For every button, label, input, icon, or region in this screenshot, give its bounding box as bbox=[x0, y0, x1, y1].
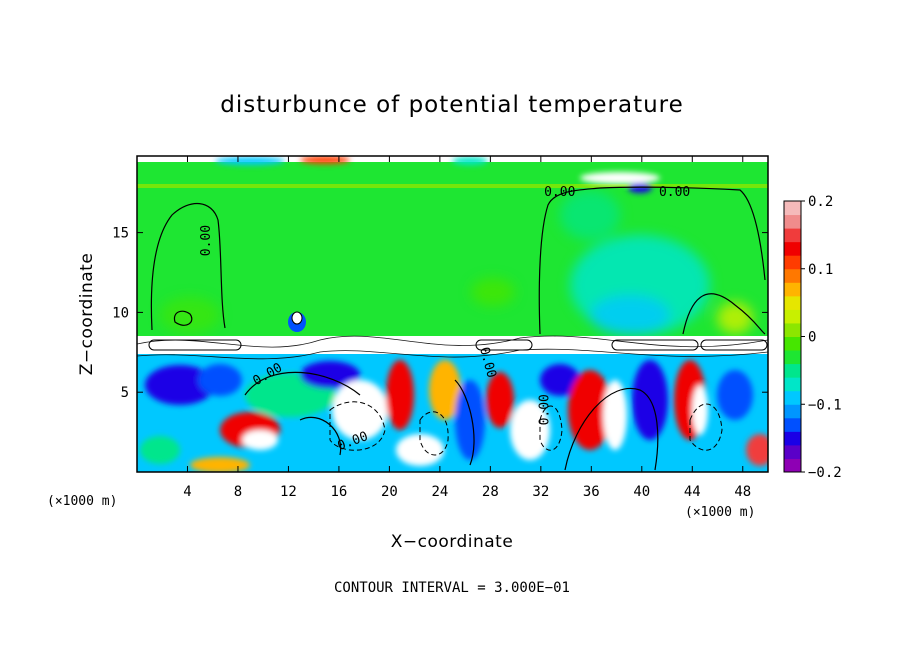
colorbar-swatch bbox=[784, 322, 801, 337]
contour-label: 0.00 bbox=[659, 185, 690, 200]
x-axis-label: X−coordinate bbox=[391, 532, 514, 552]
x-axis-ticks: 4 8 12 16 20 24 28 32 36 40 44 48 bbox=[183, 156, 751, 500]
colorbar: 0.2 0.1 0 −0.1 −0.2 bbox=[783, 194, 842, 481]
colorbar-swatch bbox=[784, 336, 801, 351]
colorbar-swatch bbox=[784, 241, 801, 256]
x-tick-label: 16 bbox=[330, 484, 347, 500]
colorbar-tick-label: −0.2 bbox=[808, 465, 842, 481]
x-tick-label: 12 bbox=[280, 484, 297, 500]
colorbar-swatch bbox=[784, 377, 801, 392]
x-unit-left: (×1000 m) bbox=[47, 494, 117, 509]
colorbar-swatch bbox=[784, 444, 801, 459]
y-tick-label: 5 bbox=[121, 385, 129, 401]
colorbar-swatch bbox=[784, 268, 801, 283]
chart-title: disturbunce of potential temperature bbox=[220, 92, 684, 118]
colorbar-swatch bbox=[784, 228, 801, 243]
contour-labels: 0.000.000.000.000.000.00 0.00 bbox=[199, 185, 690, 454]
colorbar-tick-label: 0.2 bbox=[808, 194, 833, 210]
colorbar-swatch bbox=[784, 214, 801, 229]
x-tick-label: 24 bbox=[431, 484, 448, 500]
plot-frame bbox=[136, 155, 769, 473]
x-tick-label: 20 bbox=[381, 484, 398, 500]
x-tick-label: 48 bbox=[734, 484, 751, 500]
heatmap-field bbox=[137, 156, 768, 472]
contour-label: 0.00 bbox=[199, 225, 214, 256]
x-tick-label: 28 bbox=[482, 484, 499, 500]
x-unit-right: (×1000 m) bbox=[685, 505, 755, 520]
x-tick-label: 36 bbox=[583, 484, 600, 500]
contour-label: 0.00 bbox=[544, 185, 575, 200]
colorbar-swatch bbox=[784, 309, 801, 324]
x-tick-label: 32 bbox=[532, 484, 549, 500]
x-tick-label: 40 bbox=[633, 484, 650, 500]
colorbar-swatch bbox=[784, 417, 801, 432]
colorbar-swatch bbox=[784, 363, 801, 378]
y-tick-label: 10 bbox=[112, 305, 129, 321]
colorbar-tick-label: 0 bbox=[808, 330, 816, 346]
y-axis-ticks: 5 10 15 bbox=[112, 226, 768, 401]
colorbar-swatch bbox=[784, 431, 801, 446]
contour-label: 0.00 bbox=[537, 394, 552, 425]
y-tick-label: 15 bbox=[112, 226, 129, 242]
colorbar-swatch bbox=[784, 255, 801, 270]
colorbar-tick-label: −0.1 bbox=[808, 397, 842, 413]
x-tick-label: 4 bbox=[183, 484, 191, 500]
contour-interval-footnote: CONTOUR INTERVAL = 3.000E−01 bbox=[334, 580, 570, 596]
colorbar-swatch bbox=[784, 350, 801, 365]
y-axis-label: Z−coordinate bbox=[77, 253, 97, 376]
colorbar-swatch bbox=[784, 390, 801, 405]
colorbar-swatch bbox=[784, 458, 801, 473]
colorbar-swatch bbox=[784, 201, 801, 216]
x-tick-label: 8 bbox=[234, 484, 242, 500]
colorbar-tick-label: 0.1 bbox=[808, 262, 833, 278]
colorbar-swatch bbox=[784, 295, 801, 310]
x-tick-label: 44 bbox=[684, 484, 701, 500]
colorbar-swatch bbox=[784, 282, 801, 297]
colorbar-swatch bbox=[784, 404, 801, 419]
